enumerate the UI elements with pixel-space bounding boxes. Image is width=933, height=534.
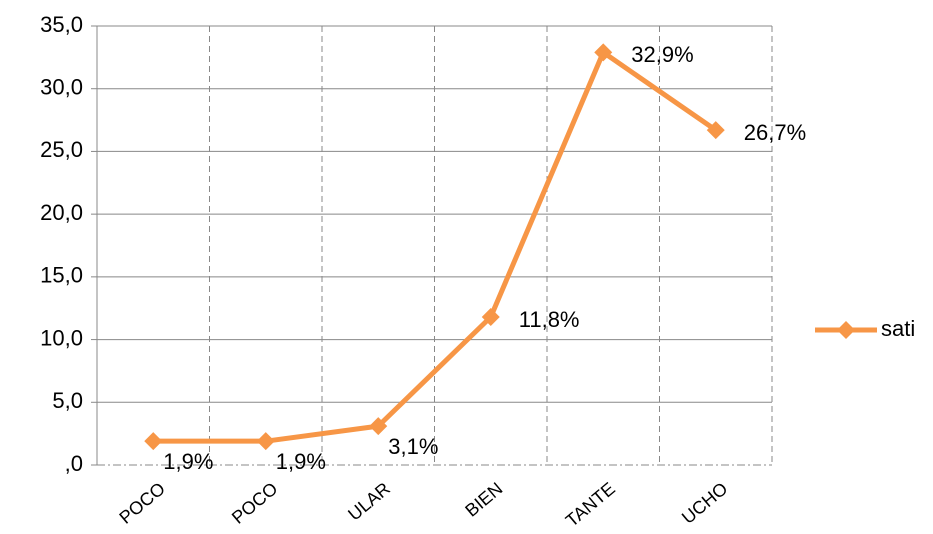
legend-label: sati	[881, 316, 915, 341]
x-tick-label: UCHO	[678, 478, 731, 527]
y-tick-label: 30,0	[40, 75, 83, 100]
data-label: 11,8%	[519, 307, 580, 332]
data-label: 1,9%	[276, 449, 326, 474]
series-line	[153, 49, 718, 444]
marker	[481, 307, 500, 326]
x-tick-label: BIEN	[461, 478, 506, 520]
data-label: 1,9%	[163, 449, 213, 474]
y-tick-label: 10,0	[40, 325, 83, 350]
data-label: 26,7%	[744, 120, 806, 145]
y-tick-label: ,0	[65, 451, 83, 476]
marker	[706, 121, 725, 140]
y-tick-label: 5,0	[52, 388, 83, 413]
x-tick-label: ULAR	[344, 478, 394, 524]
marker	[369, 417, 388, 436]
x-tick-label: POCO	[228, 478, 281, 527]
data-label: 3,1%	[388, 434, 438, 459]
marker	[256, 432, 275, 451]
marker	[144, 432, 163, 451]
legend-marker	[837, 321, 855, 339]
y-tick-label: 20,0	[40, 200, 83, 225]
x-tick-label: TANTE	[562, 478, 619, 530]
data-label: 32,9%	[631, 42, 693, 67]
marker	[594, 43, 613, 62]
y-tick-label: 25,0	[40, 137, 83, 162]
x-tick-label: POCO	[115, 478, 168, 527]
y-tick-label: 35,0	[40, 12, 83, 37]
y-tick-label: 15,0	[40, 263, 83, 288]
